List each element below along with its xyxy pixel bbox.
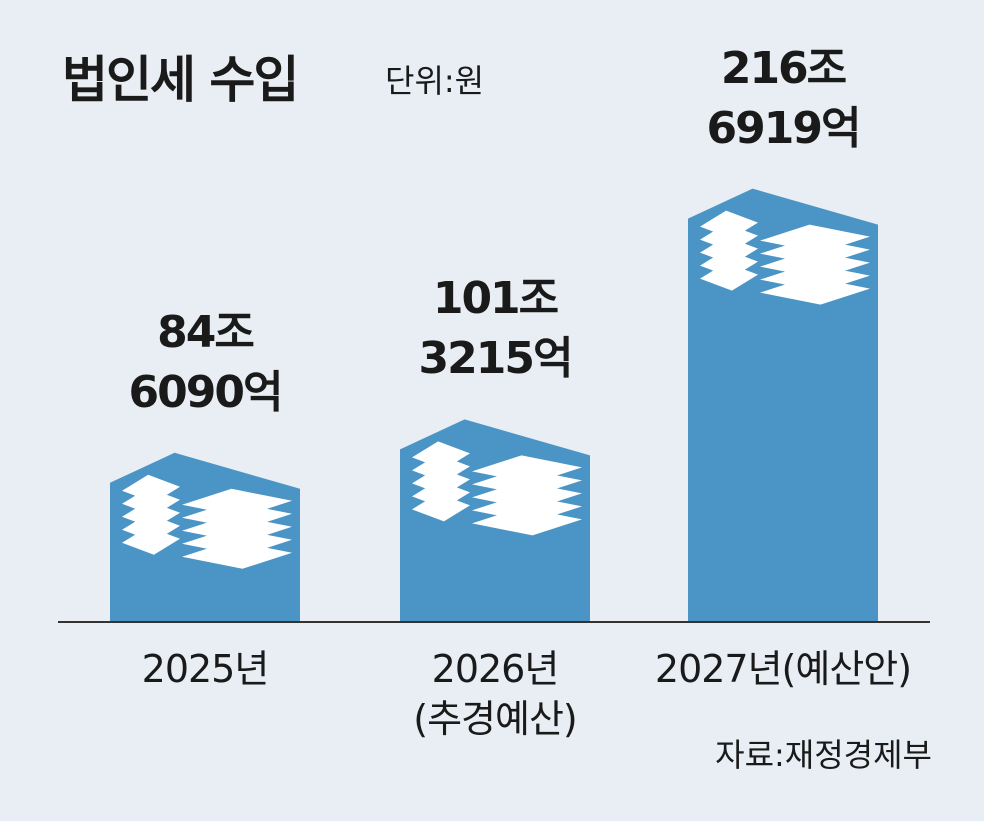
money-icon-shade bbox=[472, 521, 582, 540]
money-icon bbox=[760, 276, 870, 305]
money-icon-shade bbox=[182, 554, 292, 573]
money-icon bbox=[122, 526, 180, 555]
value-label: 101조 3215억 bbox=[418, 273, 574, 385]
money-icon bbox=[182, 540, 292, 569]
x-tick-label: 2026년 (추경예산) bbox=[413, 647, 578, 741]
money-icon-shade bbox=[760, 290, 870, 309]
source: 자료:재정경제부 bbox=[715, 736, 932, 774]
value-label: 84조 6090억 bbox=[128, 306, 284, 418]
chart-title: 법인세 수입 bbox=[62, 51, 299, 109]
x-tick-label: 2027년(예산안) bbox=[654, 647, 912, 691]
money-icon bbox=[472, 507, 582, 536]
value-label: 216조 6919억 bbox=[706, 42, 862, 154]
x-tick-label: 2025년 bbox=[141, 647, 270, 691]
money-icon-shade bbox=[700, 276, 758, 295]
money-icon bbox=[412, 493, 470, 522]
money-icon bbox=[700, 262, 758, 291]
money-icon-shade bbox=[122, 540, 180, 559]
money-icon-shade bbox=[412, 507, 470, 526]
unit-label: 단위:원 bbox=[385, 62, 485, 100]
